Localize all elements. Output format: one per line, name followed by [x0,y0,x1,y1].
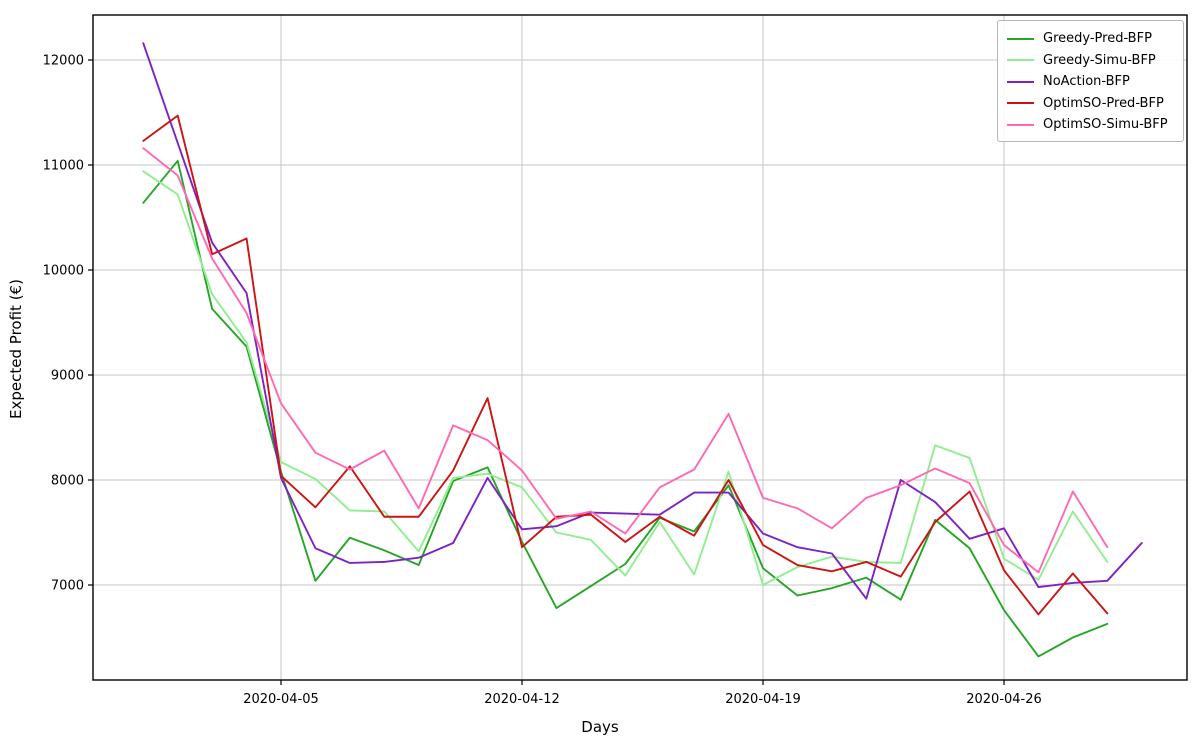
legend-label: Greedy-Simu-BFP [1043,52,1156,68]
legend-line-swatch [1007,37,1034,40]
y-axis-title: Expected Profit (€) [7,279,25,419]
legend-label: OptimSO-Simu-BFP [1043,117,1168,133]
y-tick-label: 11000 [43,159,84,174]
y-tick-label: 7000 [51,579,84,594]
y-tick-label: 12000 [43,54,84,69]
series-line-optimso-simu-bfp [142,147,1109,574]
legend-line-swatch [1007,123,1034,126]
legend-item-greedy-simu-bfp: Greedy-Simu-BFP [1007,50,1175,72]
legend: Greedy-Pred-BFP Greedy-Simu-BFP NoAction-B… [997,20,1184,142]
legend-line-swatch [1007,59,1034,62]
y-tick-label: 8000 [51,474,84,489]
series-line-greedy-simu-bfp [142,170,1109,586]
legend-label: Greedy-Pred-BFP [1043,31,1152,47]
x-tick-label: 2020-04-05 [243,692,319,707]
x-tick-label: 2020-04-19 [725,692,801,707]
plot-border [92,14,1188,681]
legend-item-noaction-bfp: NoAction-BFP [1007,71,1175,93]
y-tick-label: 9000 [51,369,84,384]
legend-item-greedy-pred-bfp: Greedy-Pred-BFP [1007,28,1175,50]
x-axis-title: Days [581,718,619,736]
series-line-greedy-pred-bfp [142,159,1109,658]
series-line-noaction-bfp [142,42,1143,600]
legend-label: OptimSO-Pred-BFP [1043,95,1164,111]
legend-item-optimso-pred-bfp: OptimSO-Pred-BFP [1007,93,1175,115]
x-tick-label: 2020-04-12 [484,692,560,707]
x-tick-label: 2020-04-26 [966,692,1042,707]
legend-label: NoAction-BFP [1043,74,1130,90]
legend-line-swatch [1007,80,1034,83]
legend-line-swatch [1007,102,1034,105]
y-tick-label: 10000 [43,264,84,279]
legend-item-optimso-simu-bfp: OptimSO-Simu-BFP [1007,114,1175,136]
series-line-optimso-pred-bfp [142,114,1109,616]
